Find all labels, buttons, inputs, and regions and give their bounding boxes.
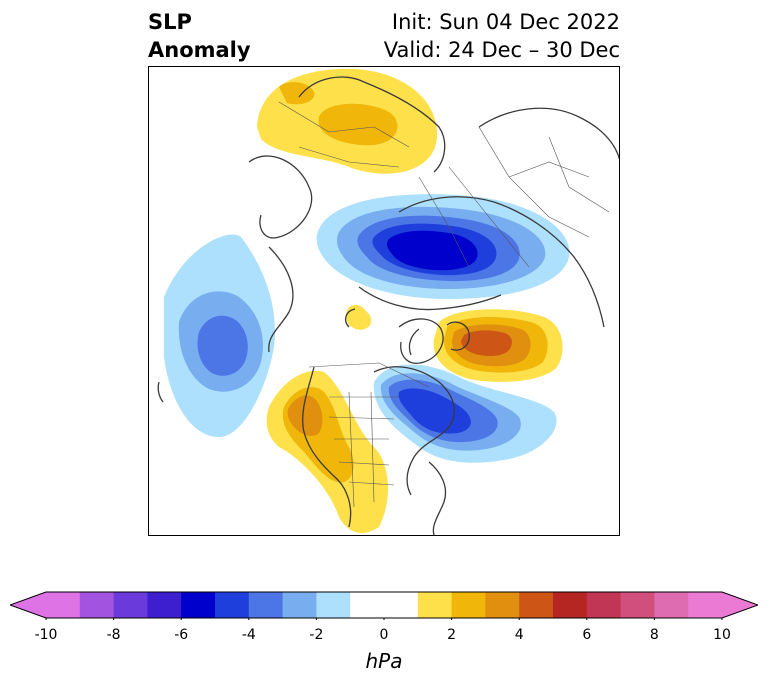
colorbar-tick-label: -6 xyxy=(174,627,189,643)
colorbar-tick-label: 0 xyxy=(379,627,389,643)
colorbar-tick-label: 6 xyxy=(582,627,592,643)
colorbar-tick-label: 8 xyxy=(649,627,659,643)
anomaly-pacific-negative xyxy=(164,234,275,437)
colorbar-bin xyxy=(113,592,148,618)
anomaly-scandinavia-positive xyxy=(257,68,438,174)
colorbar-bin xyxy=(654,592,689,618)
colorbar-bin xyxy=(485,592,520,618)
colorbar-bin xyxy=(215,592,250,618)
init-date: Init: Sun 04 Dec 2022 xyxy=(391,10,620,34)
colorbar-bin xyxy=(553,592,588,618)
colorbar-tick-label: -10 xyxy=(34,627,58,643)
colorbar-tick-label: 10 xyxy=(713,627,731,643)
title-variable: SLP xyxy=(148,10,192,34)
colorbar-bin xyxy=(79,592,115,618)
political-borders xyxy=(278,101,610,508)
anomaly-westus-positive xyxy=(266,305,389,533)
colorbar-bin xyxy=(181,592,216,618)
colorbar-units-label: hPa xyxy=(365,649,403,673)
map-panel xyxy=(148,66,620,536)
colorbar-graphic xyxy=(10,591,758,620)
colorbar-bin xyxy=(451,592,486,618)
anomaly-siberia-negative xyxy=(316,194,570,299)
colorbar-bin xyxy=(620,592,655,618)
colorbar-tick-label: 2 xyxy=(447,627,457,643)
colorbar-bin xyxy=(350,592,419,618)
coastlines xyxy=(157,76,619,535)
slp-anomaly-map xyxy=(157,68,619,535)
colorbar-tick-label: -8 xyxy=(106,627,121,643)
colorbar xyxy=(10,590,758,620)
colorbar-bin xyxy=(417,592,453,618)
colorbar-bin xyxy=(282,592,317,618)
title-type: Anomaly xyxy=(148,38,251,62)
valid-range: Valid: 24 Dec – 30 Dec xyxy=(383,38,620,62)
colorbar-bin xyxy=(586,592,622,618)
title-right: Init: Sun 04 Dec 2022 Valid: 24 Dec – 30… xyxy=(384,8,620,64)
colorbar-extend-min xyxy=(10,592,46,618)
anomaly-atlantic-negative xyxy=(373,364,557,463)
colorbar-tick-label: 4 xyxy=(514,627,524,643)
colorbar-bin xyxy=(519,592,554,618)
colorbar-bin xyxy=(46,592,81,618)
colorbar-bin xyxy=(688,592,723,618)
colorbar-bin xyxy=(316,592,351,618)
colorbar-bin xyxy=(147,592,182,618)
colorbar-tick-label: -2 xyxy=(309,627,324,643)
colorbar-tick-label: -4 xyxy=(241,627,256,643)
title-left: SLP Anomaly xyxy=(148,8,251,64)
colorbar-bin xyxy=(248,592,284,618)
anomaly-alaska-positive xyxy=(349,309,563,382)
colorbar-extend-max xyxy=(722,592,758,618)
